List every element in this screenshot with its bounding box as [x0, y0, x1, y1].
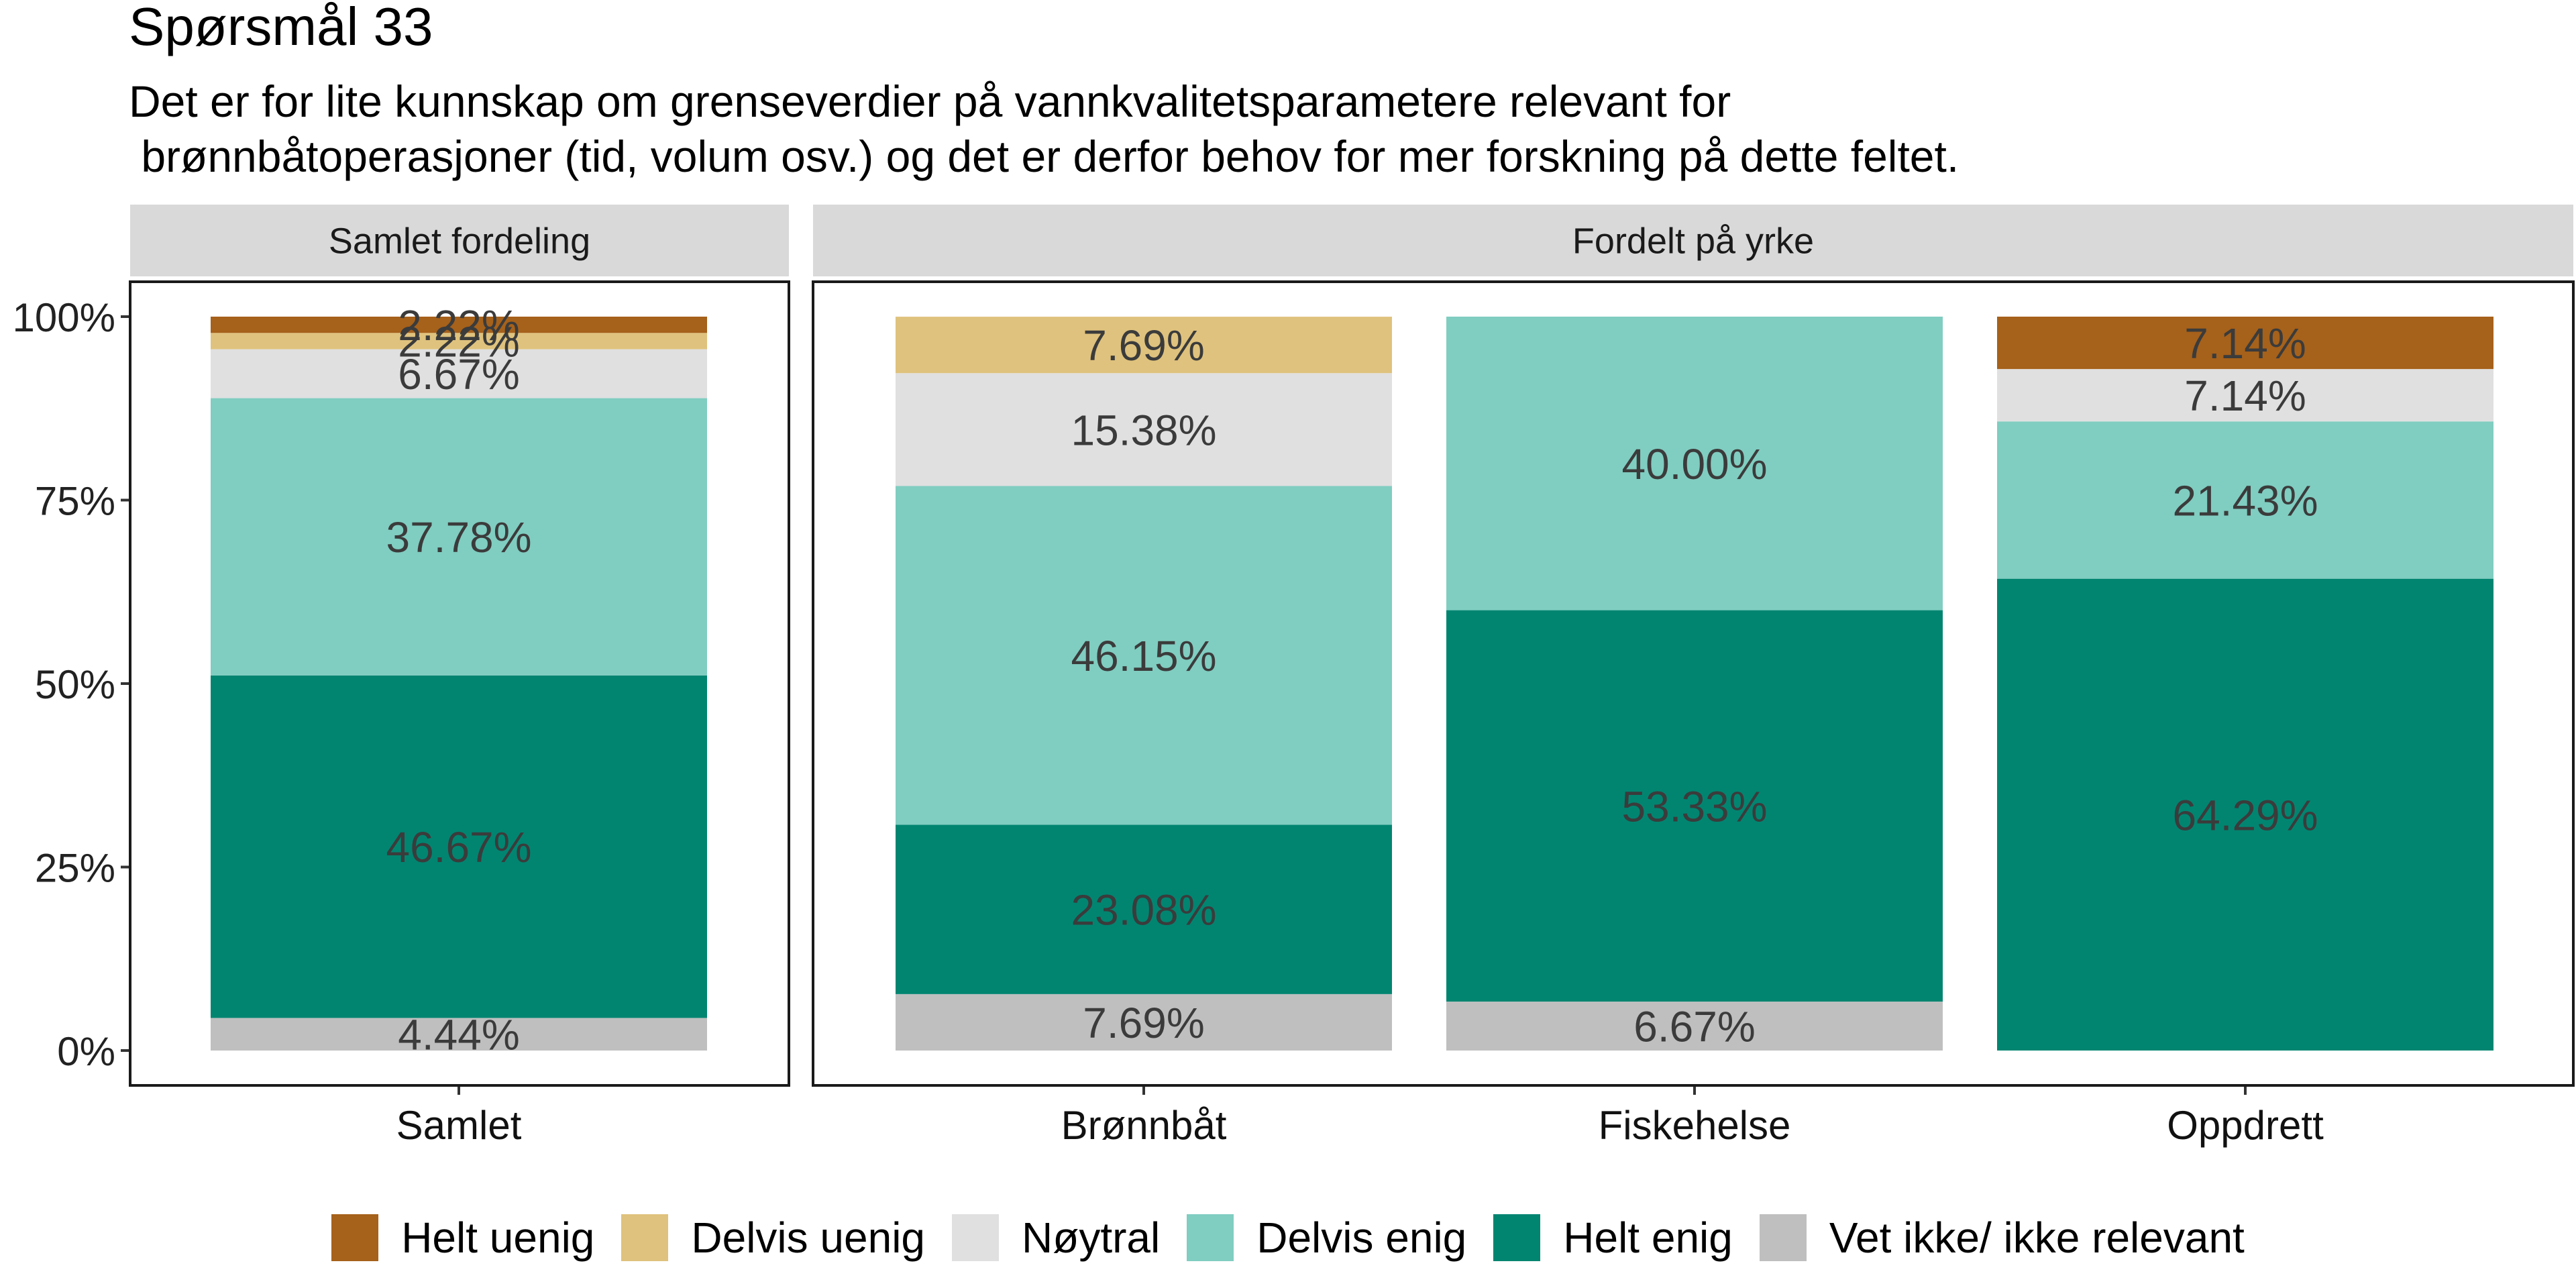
legend-label: Delvis enig: [1256, 1214, 1467, 1262]
bar-segment-delvis-enig: [211, 398, 707, 676]
bar-segment-helt-enig: [211, 675, 707, 1018]
x-tick-label: Samlet: [396, 1103, 522, 1148]
data-label: 37.78%: [386, 513, 531, 561]
bar-segment-noytral: [1997, 369, 2493, 422]
panel-frame: [812, 280, 2575, 1087]
legend-swatch: [331, 1214, 379, 1261]
legend-item-helt-uenig: Helt uenig: [331, 1213, 594, 1263]
legend-item-noytral: Nøytral: [952, 1213, 1160, 1263]
data-label: 7.69%: [1083, 321, 1204, 370]
bar-segment-delvis-enig: [1446, 317, 1943, 610]
y-tick-label: 100%: [13, 295, 115, 340]
legend-item-delvis-uenig: Delvis uenig: [621, 1213, 925, 1263]
legend-swatch: [1759, 1214, 1807, 1261]
bar-segment-vet-ikke: [896, 994, 1392, 1051]
x-tick-label: Fiskehelse: [1599, 1103, 1791, 1148]
bar-segment-delvis-enig: [896, 486, 1392, 825]
bar-segment-vet-ikke: [211, 1018, 707, 1051]
y-tick-label: 50%: [35, 662, 115, 707]
bar-segment-helt-uenig: [1997, 317, 2493, 370]
data-label: 15.38%: [1071, 406, 1216, 454]
data-label: 6.67%: [1633, 1003, 1755, 1051]
panel-strip: [813, 205, 2573, 276]
data-label: 40.00%: [1621, 440, 1767, 488]
panel-frame: [129, 280, 790, 1087]
bar-samlet: 4.44% 46.67% 37.78% 6.67%2.22%2.22%: [211, 301, 707, 1059]
bar-segment-helt-enig: [1997, 578, 2493, 1051]
data-label: 46.67%: [386, 823, 531, 871]
legend-item-helt-enig: Helt enig: [1493, 1213, 1733, 1263]
bar-segment-helt-uenig: [211, 317, 707, 333]
legend-item-vet-ikke: Vet ikke/ ikke relevant: [1759, 1213, 2245, 1263]
data-label: 2.22%: [398, 301, 519, 350]
bar-segment-noytral: [211, 349, 707, 398]
data-label: 7.14%: [2184, 319, 2306, 368]
data-label: 2.22%: [398, 317, 519, 366]
legend-swatch: [1187, 1214, 1234, 1261]
panel-fordelt-pa-yrke: Fordelt på yrke7.69%23.08%46.15%15.38%7.…: [812, 205, 2575, 1148]
data-label: 6.67%: [398, 350, 519, 398]
legend-item-delvis-enig: Delvis enig: [1187, 1213, 1466, 1263]
data-label: 23.08%: [1071, 886, 1216, 934]
data-label: 53.33%: [1621, 782, 1767, 830]
data-label: 46.15%: [1071, 632, 1216, 680]
y-axis: 0% 25% 50% 75% 100%: [13, 295, 130, 1074]
y-tick-label: 75%: [35, 479, 115, 524]
data-label: 7.69%: [1083, 999, 1204, 1047]
panel-strip: [130, 205, 789, 276]
legend-swatch: [952, 1214, 999, 1261]
legend: Helt uenig Delvis uenig Nøytral Delvis enig…: [0, 1208, 2576, 1268]
legend-label: Helt uenig: [401, 1214, 595, 1262]
chart-title: Spørsmål 33: [129, 0, 433, 56]
chart-subtitle: Det er for lite kunnskap om grenseverdie…: [129, 76, 1960, 181]
bar-segment-helt-enig: [1446, 610, 1943, 1002]
legend-swatch: [1493, 1214, 1541, 1261]
panel-strip-label: Fordelt på yrke: [1572, 221, 1814, 262]
bar-segment-delvis-uenig: [211, 333, 707, 350]
bar-segment-vet-ikke: [1446, 1002, 1943, 1051]
panel-samlet-fordeling: Samlet fordeling 4.44% 46.67% 37.78% 6.67%2.…: [129, 205, 790, 1148]
data-label: 64.29%: [2172, 791, 2318, 839]
data-label: 7.14%: [2184, 372, 2306, 420]
x-tick-label: Brønnbåt: [1061, 1103, 1227, 1148]
stacked-bar-chart: 0% 25% 50% 75% 100% Samlet fordeling 4.44% 46.…: [13, 205, 2575, 1148]
data-label: 21.43%: [2172, 476, 2318, 525]
legend-label: Vet ikke/ ikke relevant: [1829, 1214, 2245, 1262]
x-tick-label: Oppdrett: [2167, 1103, 2324, 1148]
bar-segment-delvis-enig: [1997, 421, 2493, 579]
legend-label: Delvis uenig: [691, 1214, 925, 1262]
bar-segment-helt-enig: [896, 824, 1392, 994]
legend-label: Nøytral: [1022, 1214, 1161, 1262]
panel-strip-label: Samlet fordeling: [329, 221, 590, 262]
bar-segment-noytral: [896, 373, 1392, 486]
bar-oppdrett: 64.29% 21.43% 7.14%7.14%: [1997, 317, 2493, 1051]
data-label: 4.44%: [398, 1011, 519, 1059]
y-tick-label: 25%: [35, 846, 115, 891]
y-tick-label: 0%: [57, 1029, 115, 1074]
legend-swatch: [621, 1214, 669, 1261]
legend-label: Helt enig: [1563, 1214, 1733, 1262]
bar-bronnbat: 7.69% 23.08% 46.15% 15.38% 7.69%: [896, 317, 1392, 1051]
bar-segment-delvis-uenig: [896, 317, 1392, 374]
bar-fiskehelse: 6.67% 53.33% 40.00%: [1446, 317, 1943, 1051]
